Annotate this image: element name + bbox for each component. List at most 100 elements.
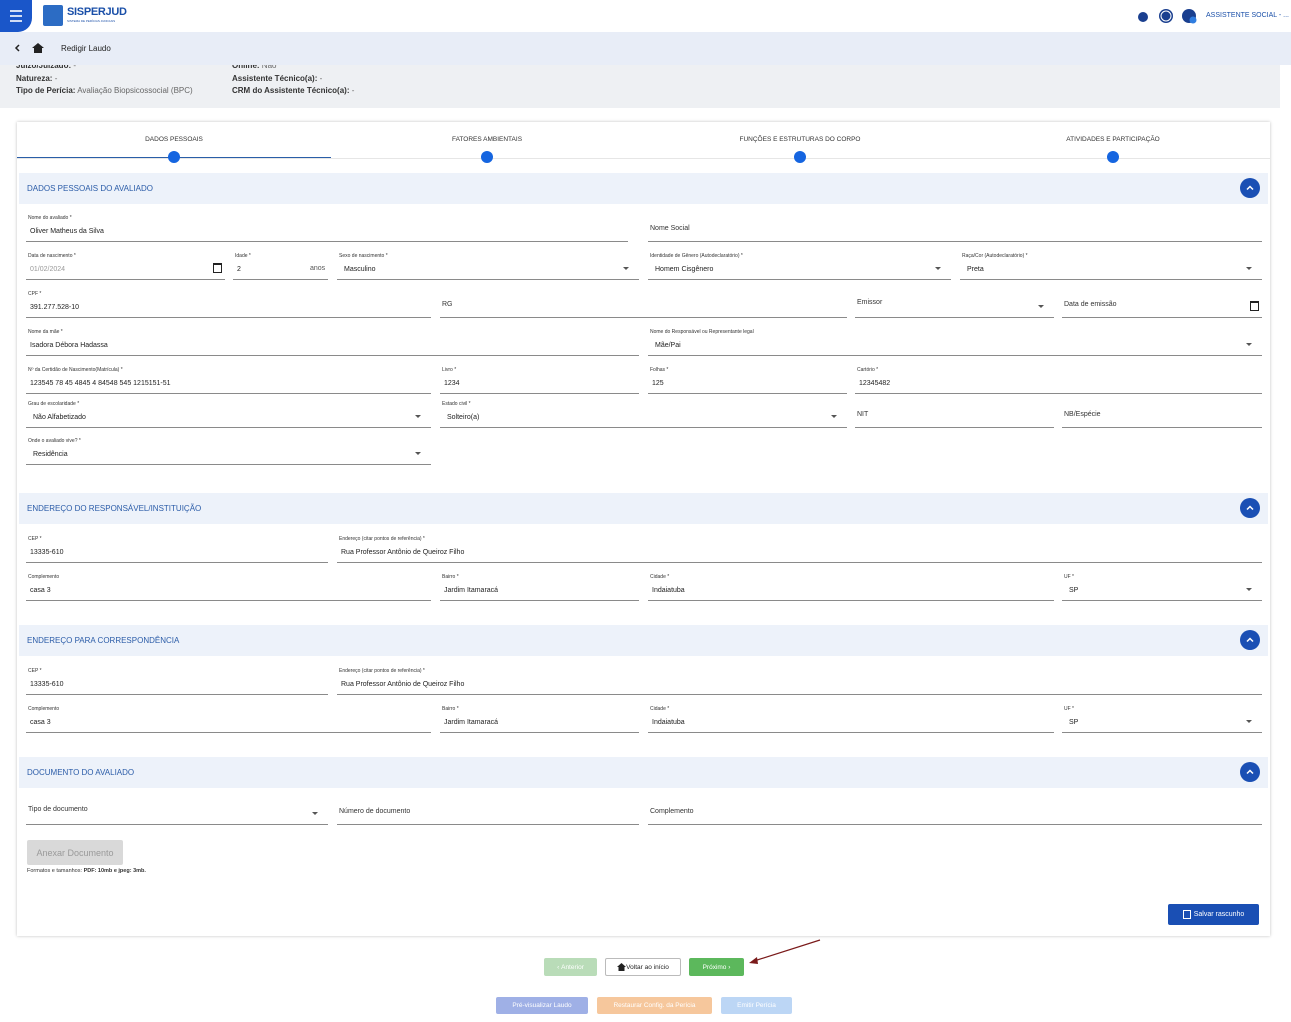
section-title: ENDEREÇO PARA CORRESPONDÊNCIA (27, 636, 180, 646)
breadcrumb-icons[interactable] (10, 40, 50, 56)
date-icon[interactable] (1250, 301, 1259, 311)
field-underline[interactable] (233, 279, 328, 280)
summary-line: Natureza: - (16, 74, 57, 83)
save-label: Salvar rascunho (1193, 911, 1245, 918)
field-underline[interactable] (648, 241, 1262, 242)
field-value: 13335-610 (30, 680, 64, 688)
field-underline[interactable] (1062, 427, 1262, 428)
field-underline[interactable] (26, 464, 431, 465)
summary-line: Online: Não (232, 65, 276, 70)
step-dot[interactable] (481, 151, 493, 163)
preview-button[interactable]: Pré-visualizar Laudo (496, 997, 588, 1014)
step-label[interactable]: DADOS PESSOAIS (145, 136, 203, 143)
field-underline[interactable] (26, 600, 431, 601)
save-draft-button[interactable]: Salvar rascunho (1168, 904, 1259, 925)
field-value: SP (1069, 586, 1079, 594)
field-label: Estado civil * (442, 401, 471, 407)
field-value: Preta (967, 265, 984, 273)
step-label[interactable]: FATORES AMBIENTAIS (451, 136, 523, 143)
field-label: Bairro * (442, 706, 459, 712)
field-label: Endereço (citar pontos de referência) * (339, 536, 425, 542)
field-underline[interactable] (648, 600, 1054, 601)
field-underline[interactable] (26, 694, 328, 695)
summary-line: CRM do Assistente Técnico(a): - (232, 86, 354, 95)
field-underline[interactable] (26, 317, 431, 318)
field-underline[interactable] (648, 732, 1054, 733)
field-underline[interactable] (1062, 317, 1262, 318)
field-value: 01/02/2024 (30, 265, 66, 273)
collapse-button[interactable] (1240, 178, 1260, 198)
field-value: Oliver Matheus da Silva (30, 227, 104, 235)
field-underline[interactable] (855, 393, 1262, 394)
preview-label: Pré-visualizar Laudo (512, 1002, 572, 1009)
step-dot[interactable] (168, 151, 180, 163)
field-underline[interactable] (855, 427, 1054, 428)
field-value: Homem Cisgênero (655, 265, 714, 273)
restore-button[interactable]: Restaurar Config. da Perícia (597, 997, 712, 1014)
step-dot[interactable] (1107, 151, 1119, 163)
home-button[interactable]: Voltar ao início (605, 958, 681, 976)
field-label: Idade * (235, 253, 251, 259)
field-label: Nome do avaliado * (28, 215, 72, 221)
field-underline[interactable] (960, 279, 1262, 280)
field-label: Complemento (28, 574, 60, 580)
app-tagline: SISTEMA DE PERÍCIAS JUDICIAIS (67, 19, 116, 23)
field-placeholder: RG (442, 300, 453, 308)
field-underline[interactable] (440, 427, 847, 428)
step-dot[interactable] (794, 151, 806, 163)
field-underline[interactable] (337, 562, 1262, 563)
field-underline[interactable] (1062, 732, 1262, 733)
field-underline[interactable] (26, 355, 639, 356)
field-underline[interactable] (855, 317, 1054, 318)
field-underline[interactable] (337, 824, 639, 825)
summary-value: - (54, 73, 58, 83)
field-value: Masculino (344, 265, 376, 273)
attach-button[interactable]: Anexar Documento (27, 840, 123, 865)
field-placeholder: NB/Espécie (1064, 410, 1101, 418)
field-placeholder: Número de documento (339, 807, 411, 815)
emit-button[interactable]: Emitir Perícia (721, 997, 792, 1014)
field-underline[interactable] (440, 393, 639, 394)
field-underline[interactable] (26, 562, 328, 563)
form-card (17, 122, 1270, 936)
field-underline[interactable] (26, 427, 431, 428)
field-underline[interactable] (337, 279, 639, 280)
field-underline[interactable] (648, 355, 1262, 356)
summary-label: Tipo de Perícia: (16, 86, 76, 95)
menu-button[interactable] (0, 0, 32, 32)
summary-value: - (319, 73, 323, 83)
summary-value: - (73, 65, 77, 70)
field-label: Raça/Cor (Autodeclaratório) * (962, 253, 1028, 259)
field-value: Mãe/Pai (655, 341, 681, 349)
field-underline[interactable] (440, 600, 639, 601)
select-arrow (415, 415, 421, 418)
prev-button[interactable]: ‹ Anterior (544, 958, 597, 976)
field-underline[interactable] (440, 732, 639, 733)
field-underline[interactable] (26, 279, 225, 280)
breadcrumb-bar (0, 32, 1291, 65)
field-underline[interactable] (26, 241, 628, 242)
field-underline[interactable] (648, 824, 1262, 825)
field-underline[interactable] (26, 824, 328, 825)
collapse-button[interactable] (1240, 630, 1260, 650)
select-arrow (1246, 343, 1252, 346)
collapse-button[interactable] (1240, 498, 1260, 518)
field-label: Cartório * (857, 367, 879, 373)
user-name[interactable]: ASSISTENTE SOCIAL - ... (1206, 12, 1289, 19)
field-underline[interactable] (26, 732, 431, 733)
field-underline[interactable] (648, 393, 847, 394)
field-underline[interactable] (337, 694, 1262, 695)
next-button[interactable]: Próximo › (689, 958, 744, 976)
step-label[interactable]: FUNÇÕES E ESTRUTURAS DO CORPO (739, 136, 861, 143)
collapse-button[interactable] (1240, 762, 1260, 782)
field-placeholder: Nome Social (650, 224, 690, 232)
field-label: Livro * (442, 367, 457, 373)
field-underline[interactable] (1062, 600, 1262, 601)
date-icon[interactable] (213, 263, 222, 273)
step-label[interactable]: ATIVIDADES E PARTICIPAÇÃO (1066, 136, 1160, 143)
field-underline[interactable] (440, 317, 847, 318)
field-underline[interactable] (648, 279, 951, 280)
field-underline[interactable] (26, 393, 431, 394)
field-label: UF * (1064, 706, 1074, 712)
select-arrow (1246, 588, 1252, 591)
